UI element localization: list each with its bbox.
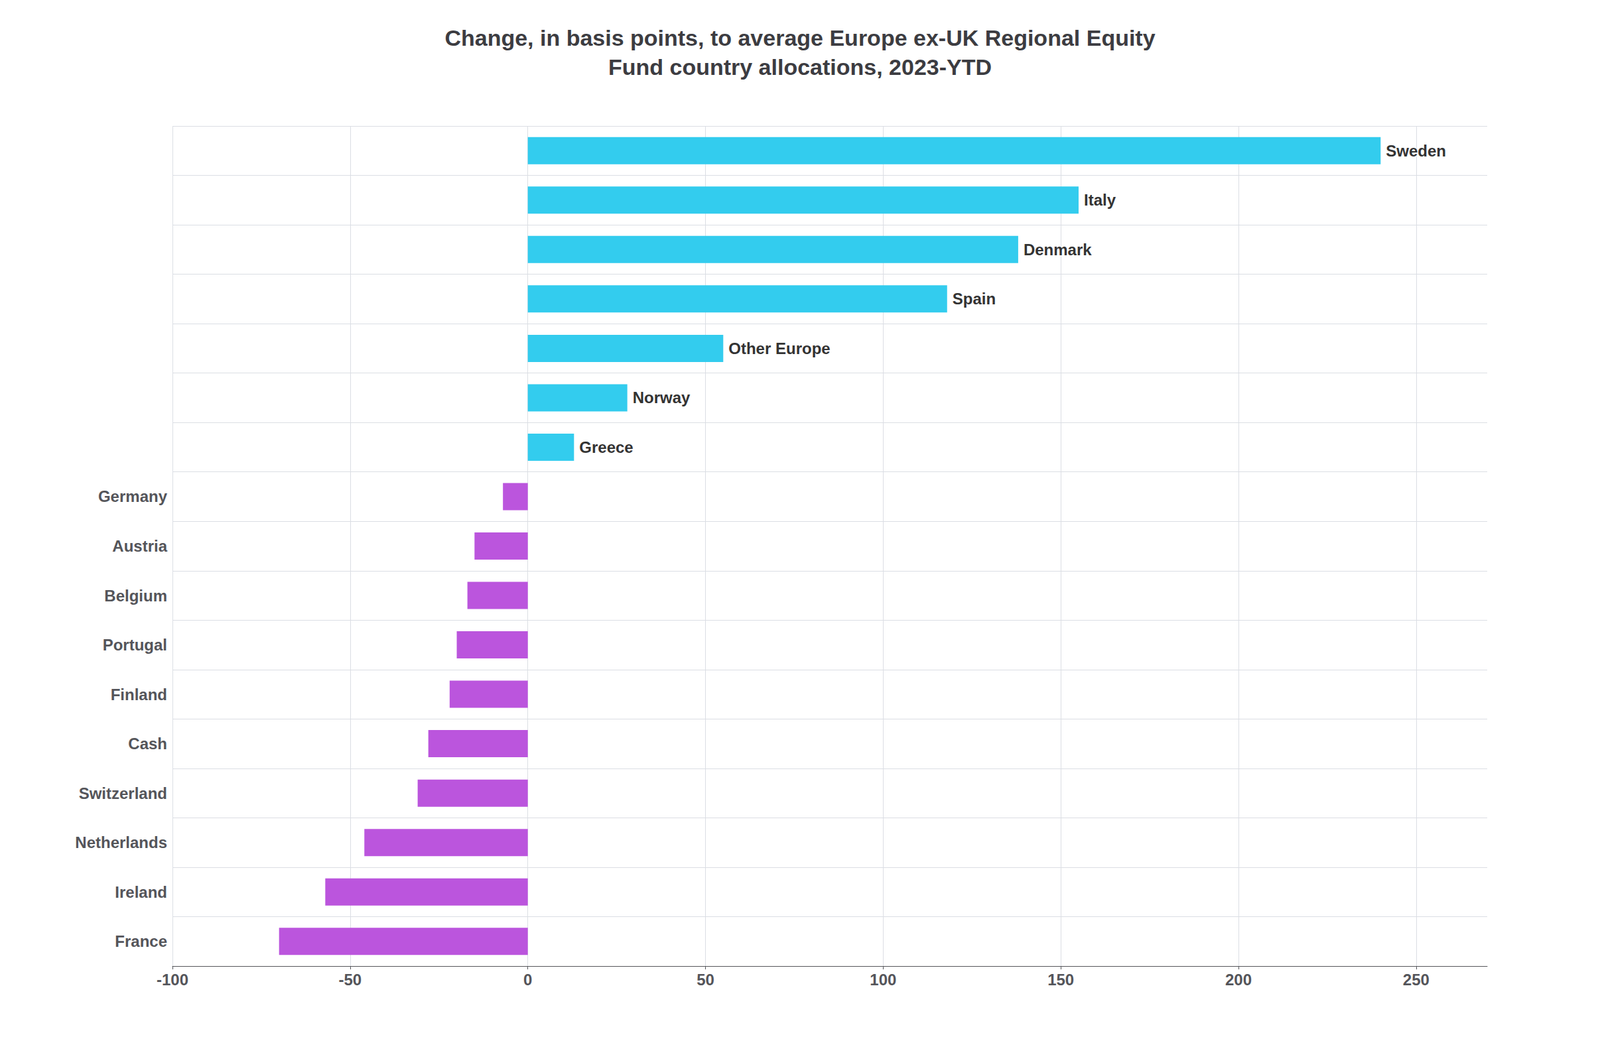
svg-text:Italy: Italy — [1083, 191, 1117, 209]
svg-text:250: 250 — [1402, 971, 1430, 990]
svg-text:Austria: Austria — [112, 537, 168, 556]
svg-text:Sweden: Sweden — [1385, 141, 1447, 160]
svg-text:Fund country allocations, 2023: Fund country allocations, 2023-YTD — [608, 54, 992, 80]
svg-text:150: 150 — [1047, 971, 1074, 990]
svg-text:200: 200 — [1225, 971, 1252, 990]
svg-text:Portugal: Portugal — [102, 636, 168, 655]
svg-text:Belgium: Belgium — [104, 587, 168, 605]
svg-text:Finland: Finland — [110, 685, 168, 704]
svg-text:Change, in basis points, to av: Change, in basis points, to average Euro… — [444, 25, 1155, 51]
svg-text:-50: -50 — [338, 971, 362, 990]
svg-text:50: 50 — [696, 971, 715, 990]
svg-text:France: France — [114, 932, 168, 951]
svg-text:Ireland: Ireland — [114, 883, 168, 902]
svg-text:Germany: Germany — [98, 487, 168, 506]
svg-text:Netherlands: Netherlands — [74, 833, 168, 852]
svg-text:Other Europe: Other Europe — [728, 339, 830, 358]
svg-text:Switzerland: Switzerland — [78, 784, 168, 803]
svg-text:Cash: Cash — [128, 734, 168, 753]
svg-text:Norway: Norway — [632, 388, 691, 407]
svg-text:100: 100 — [869, 971, 897, 990]
svg-text:Denmark: Denmark — [1023, 240, 1092, 259]
svg-text:Spain: Spain — [952, 289, 996, 308]
svg-text:Greece: Greece — [579, 438, 633, 457]
svg-text:-100: -100 — [156, 971, 189, 990]
svg-text:0: 0 — [523, 971, 533, 990]
